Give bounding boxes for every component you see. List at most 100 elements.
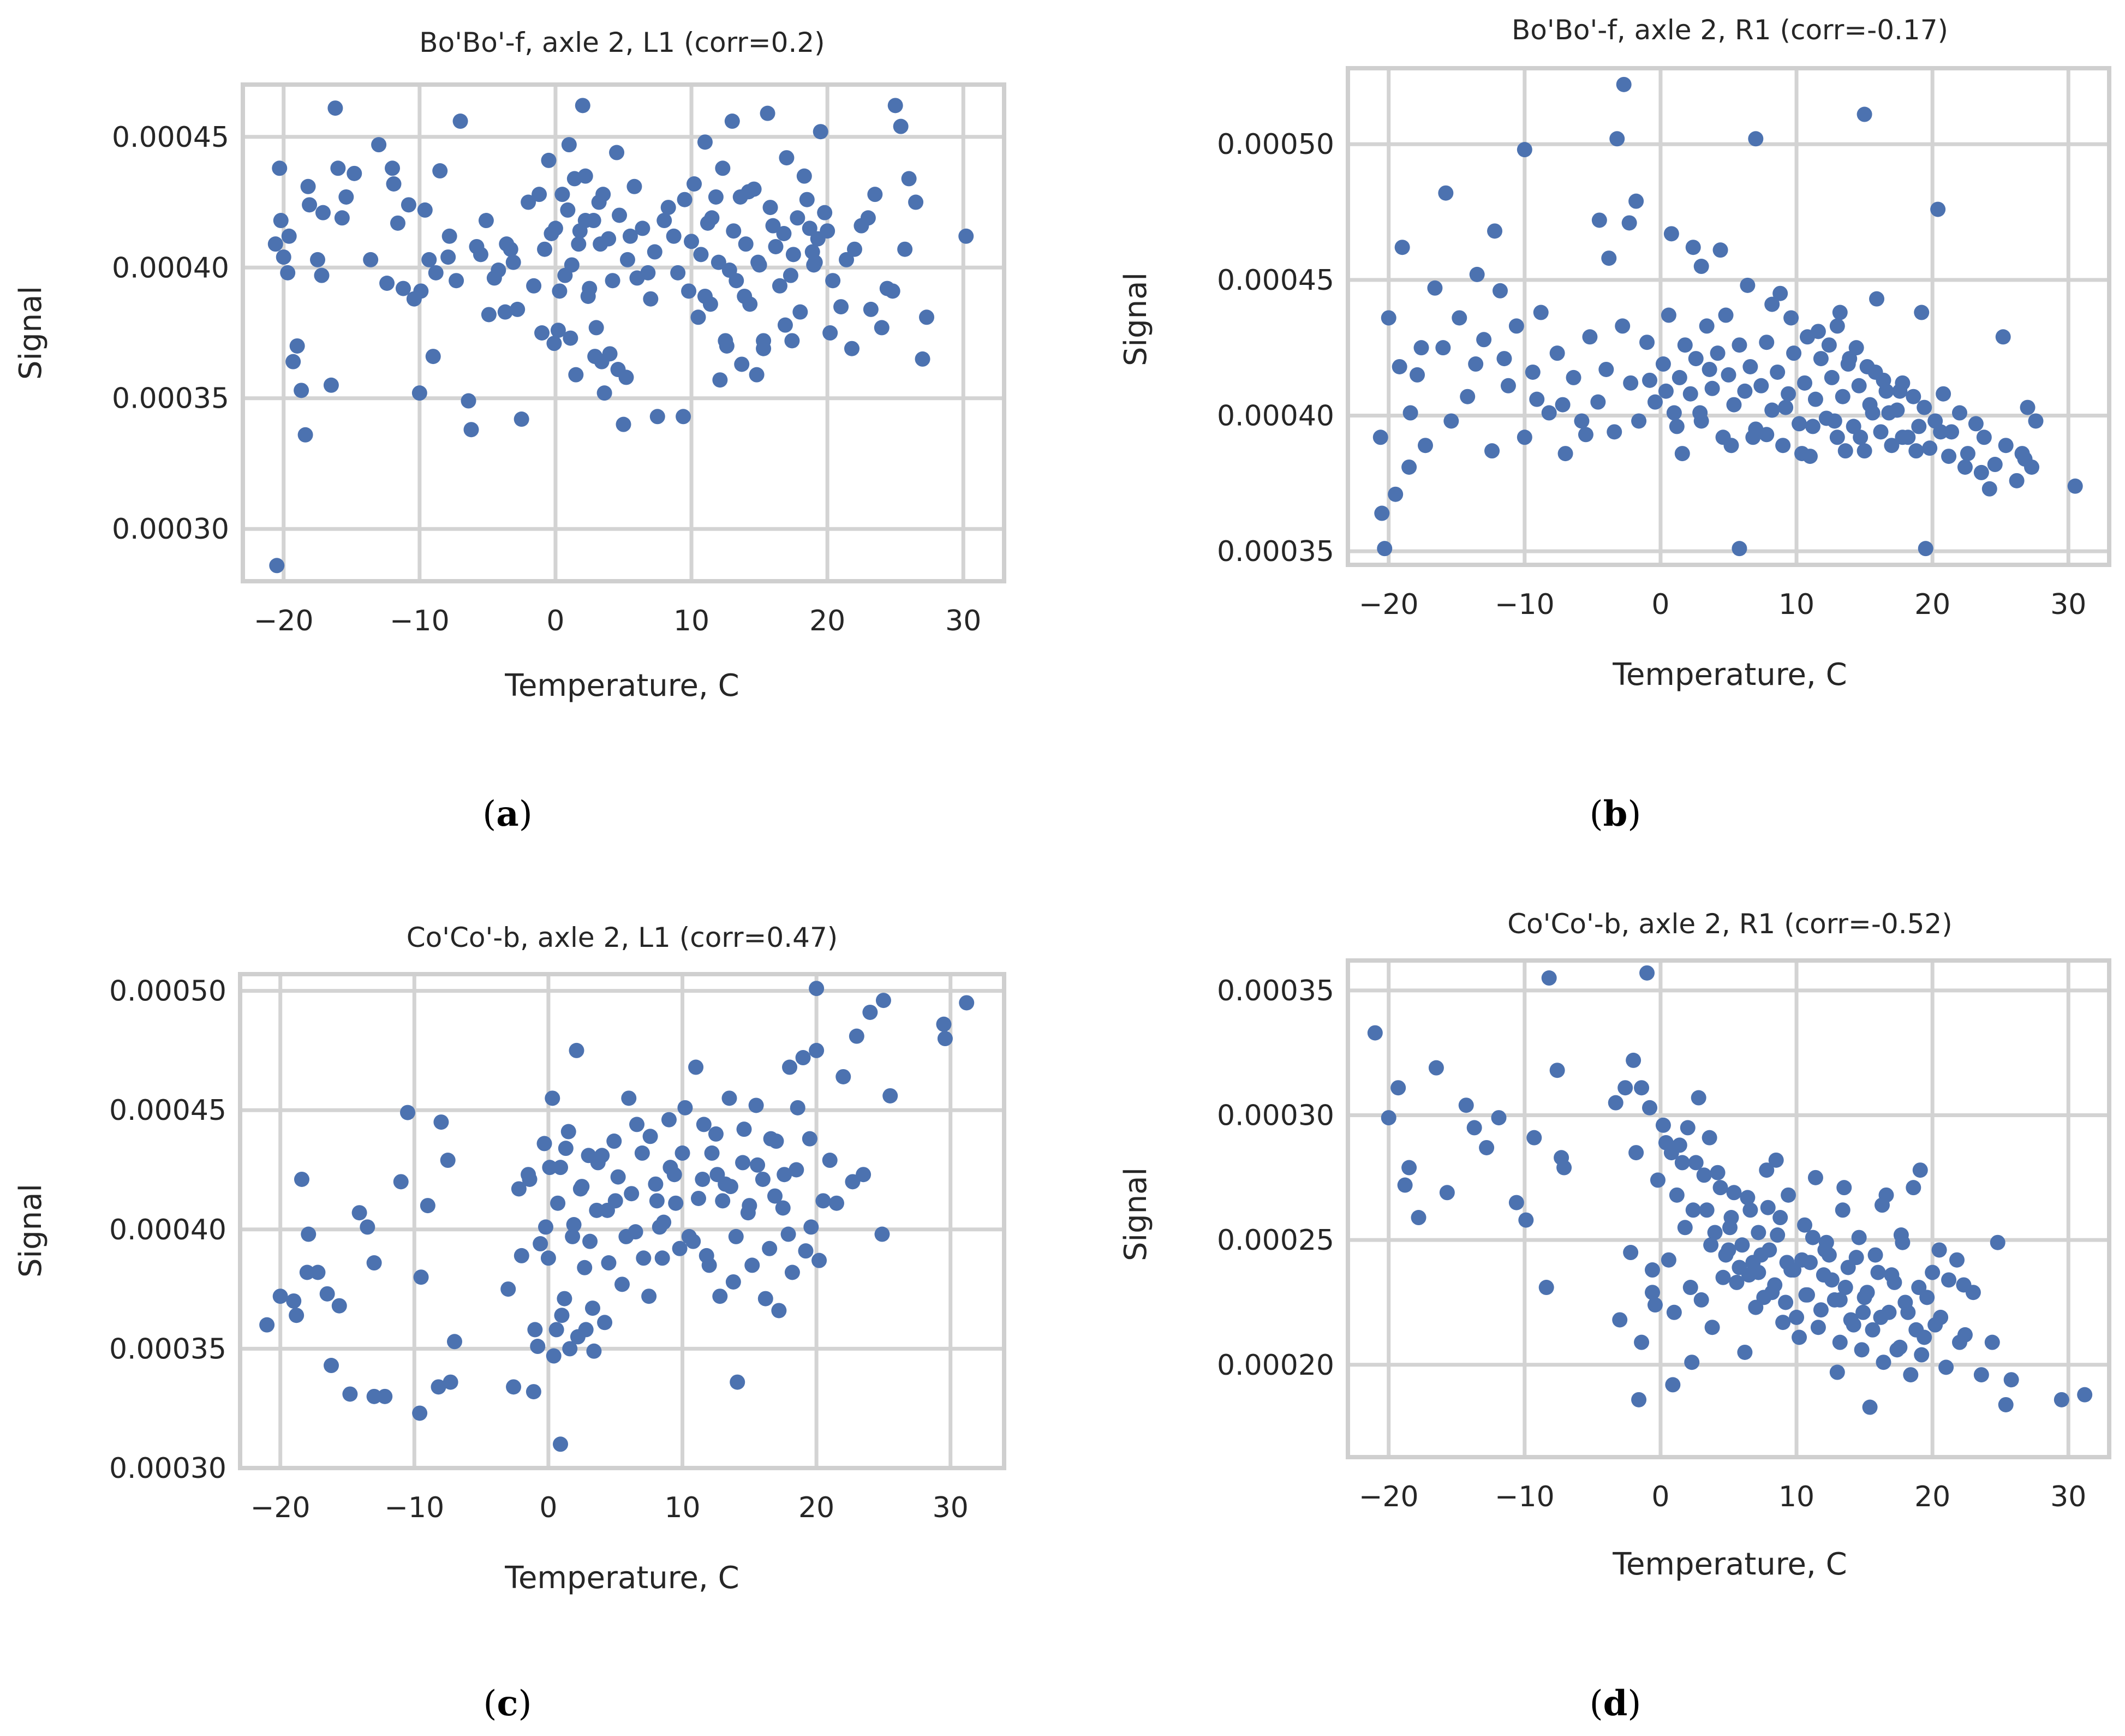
data-point	[1968, 416, 1984, 432]
data-point	[1876, 1355, 1891, 1370]
data-point	[662, 1160, 678, 1176]
data-point	[1427, 280, 1443, 296]
data-point	[1634, 1334, 1650, 1350]
data-point	[1826, 413, 1842, 429]
data-point	[1413, 340, 1429, 356]
data-point	[1590, 394, 1606, 410]
data-point	[835, 1069, 851, 1084]
data-point	[676, 409, 691, 425]
data-point	[1805, 419, 1820, 434]
data-point	[1957, 459, 1973, 475]
data-point	[371, 137, 387, 153]
plot-area	[1346, 66, 2111, 567]
data-point	[822, 1153, 838, 1168]
data-point	[610, 1169, 626, 1185]
data-point	[1874, 1197, 1890, 1213]
data-point	[541, 152, 557, 168]
chart-title: Co'Co'-b, axle 2, R1 (corr=-0.52)	[1507, 908, 1952, 940]
data-point	[314, 267, 330, 283]
data-point	[796, 168, 812, 184]
data-point	[300, 178, 316, 194]
data-point	[443, 1374, 458, 1390]
data-point	[1936, 386, 1951, 402]
data-point	[499, 236, 515, 252]
x-tick-label: 20	[1914, 588, 1950, 621]
data-point	[777, 317, 793, 333]
data-point	[425, 349, 441, 365]
data-point	[330, 160, 346, 176]
data-point	[1759, 1162, 1775, 1178]
data-point	[691, 1190, 706, 1206]
data-point	[887, 98, 903, 114]
panel-caption: (c)	[484, 1683, 532, 1724]
data-point	[915, 351, 930, 367]
data-point	[324, 1358, 339, 1374]
data-point	[1578, 427, 1593, 443]
data-point	[411, 385, 427, 401]
data-point	[1684, 1355, 1700, 1370]
data-point	[1367, 1025, 1383, 1041]
x-tick-label: 10	[1778, 1481, 1814, 1513]
data-point	[762, 200, 778, 216]
data-point	[1813, 351, 1829, 367]
data-point	[379, 276, 395, 291]
data-point	[1770, 1227, 1786, 1243]
data-point	[281, 228, 297, 244]
y-tick-label: 0.00040	[1217, 400, 1334, 433]
data-point	[685, 1233, 701, 1249]
data-point	[521, 194, 536, 210]
data-point	[779, 150, 795, 166]
data-point	[1672, 369, 1687, 385]
data-point	[1704, 1320, 1720, 1335]
data-point	[629, 1117, 645, 1132]
data-point	[2014, 446, 2030, 462]
data-point	[1762, 1242, 1777, 1258]
data-point	[1666, 405, 1682, 421]
data-point	[554, 1308, 570, 1323]
x-tick-label: 10	[1778, 588, 1814, 621]
data-point	[421, 252, 437, 267]
y-axis-label: Signal	[1118, 1167, 1154, 1261]
data-point	[1428, 1060, 1444, 1076]
data-point	[526, 1384, 541, 1400]
data-point	[1918, 541, 1933, 557]
data-point	[1674, 446, 1690, 462]
data-point	[533, 1236, 548, 1252]
data-point	[1981, 481, 1997, 497]
y-tick-label: 0.00050	[109, 975, 226, 1008]
data-point	[1607, 424, 1622, 440]
data-point	[1666, 1304, 1682, 1320]
data-point	[571, 236, 587, 252]
data-point	[1628, 1145, 1644, 1161]
data-point	[1574, 413, 1590, 429]
data-point	[1460, 389, 1476, 404]
data-point	[580, 288, 596, 304]
data-point	[845, 1174, 861, 1190]
data-point	[440, 249, 456, 265]
data-point	[1692, 405, 1708, 421]
y-tick-label: 0.00045	[1217, 264, 1334, 297]
data-point	[789, 1162, 804, 1178]
data-point	[1941, 449, 1957, 464]
data-point	[1919, 1290, 1935, 1305]
data-point	[1778, 1294, 1794, 1310]
data-point	[756, 333, 772, 349]
data-point	[1372, 429, 1388, 445]
data-point	[784, 1264, 800, 1280]
data-point	[273, 213, 289, 229]
data-point	[1601, 250, 1617, 266]
data-point	[560, 202, 576, 218]
x-tick-label: −20	[250, 1492, 311, 1524]
data-point	[1484, 443, 1500, 459]
data-point	[687, 176, 702, 192]
data-point	[1973, 464, 1989, 480]
data-point	[1491, 1110, 1507, 1126]
data-point	[1930, 201, 1946, 217]
data-point	[590, 1155, 606, 1171]
data-point	[1960, 446, 1975, 462]
data-point	[1677, 337, 1693, 353]
data-point	[449, 273, 464, 289]
data-point	[737, 288, 753, 304]
data-point	[825, 273, 841, 289]
data-point	[1435, 340, 1451, 356]
